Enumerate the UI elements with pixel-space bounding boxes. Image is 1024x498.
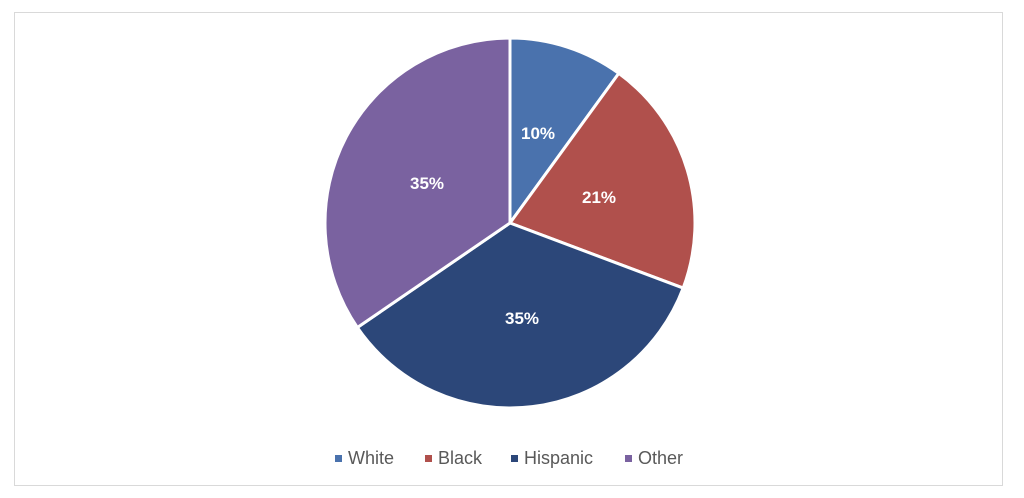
- legend-item-white: White: [335, 445, 394, 471]
- legend-label-white: White: [348, 448, 395, 468]
- pie-slice-white: [508, 36, 621, 225]
- legend-item-hispanic: Hispanic: [511, 445, 593, 471]
- pie-slice-black: [508, 71, 697, 290]
- slice-label-hispanic: 35%: [505, 309, 539, 328]
- slice-label-other: 35%: [410, 174, 444, 193]
- legend-label-hispanic: Hispanic: [524, 448, 594, 468]
- slice-label-black: 21%: [582, 188, 616, 207]
- legend-marker-hispanic-icon: [511, 454, 518, 462]
- pie-slice-hispanic: [355, 221, 685, 410]
- pie-slice-other: [323, 36, 512, 330]
- legend-label-other: Other: [638, 448, 684, 468]
- slice-label-white: 10%: [521, 124, 555, 143]
- legend-item-other: Other: [625, 445, 683, 471]
- legend-label-black: Black: [438, 448, 483, 468]
- legend: White Black Hispanic Other: [0, 445, 1024, 471]
- pie-slices: [323, 36, 697, 410]
- legend-item-black: Black: [425, 445, 482, 471]
- legend-marker-white-icon: [335, 454, 342, 462]
- legend-marker-black-icon: [425, 454, 432, 462]
- legend-marker-other-icon: [625, 454, 632, 462]
